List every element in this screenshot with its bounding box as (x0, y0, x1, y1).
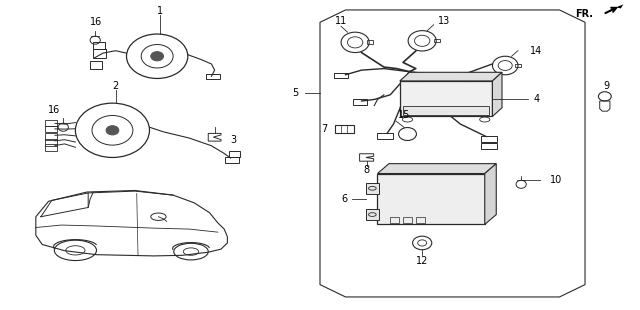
Bar (228, 151, 240, 157)
Ellipse shape (151, 52, 164, 61)
Text: 13: 13 (438, 16, 451, 26)
Text: 7: 7 (321, 124, 327, 134)
Bar (416, 217, 425, 223)
Bar (481, 143, 497, 149)
Bar (93, 49, 106, 58)
Bar (367, 40, 373, 44)
Text: 6: 6 (341, 194, 348, 204)
Bar (205, 74, 220, 79)
Text: 15: 15 (398, 110, 410, 121)
Bar (353, 100, 367, 105)
Bar (334, 73, 348, 78)
Text: 9: 9 (604, 81, 610, 91)
Text: 14: 14 (529, 46, 541, 56)
Bar (45, 144, 57, 151)
Bar (481, 136, 497, 142)
Bar (434, 39, 440, 42)
Text: FR.: FR. (575, 9, 593, 19)
Bar (335, 125, 354, 133)
Polygon shape (400, 72, 502, 81)
Text: 10: 10 (550, 175, 562, 185)
Bar (90, 61, 102, 69)
Text: 12: 12 (416, 256, 428, 267)
Text: 3: 3 (230, 135, 237, 144)
Text: 2: 2 (113, 81, 119, 91)
Bar (400, 81, 492, 117)
Bar (366, 209, 379, 220)
Polygon shape (616, 4, 623, 8)
Text: 8: 8 (364, 165, 370, 175)
Bar (378, 174, 484, 224)
Bar (93, 42, 105, 49)
Text: 16: 16 (47, 105, 60, 115)
Bar (366, 183, 379, 193)
Bar (378, 133, 394, 139)
Text: 11: 11 (335, 16, 347, 26)
Bar (225, 157, 239, 163)
Bar (45, 120, 57, 126)
Bar (45, 126, 57, 132)
Polygon shape (378, 164, 496, 174)
Polygon shape (484, 164, 496, 224)
Bar (403, 106, 489, 115)
Bar (403, 217, 412, 223)
Text: 1: 1 (157, 6, 163, 16)
Bar (390, 217, 399, 223)
Bar (45, 133, 57, 140)
Text: 4: 4 (534, 94, 540, 104)
Polygon shape (492, 72, 502, 117)
Ellipse shape (106, 126, 119, 135)
Bar (45, 139, 57, 146)
Text: 16: 16 (90, 17, 102, 27)
Bar (515, 64, 521, 67)
Text: 5: 5 (292, 88, 299, 98)
